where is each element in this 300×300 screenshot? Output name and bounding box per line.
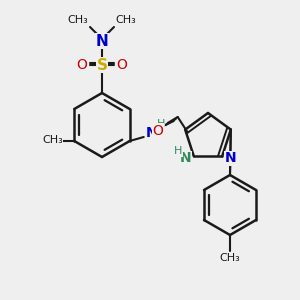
- Text: H: H: [157, 119, 165, 129]
- Text: N: N: [180, 152, 192, 165]
- Text: O: O: [76, 58, 87, 72]
- Text: O: O: [152, 124, 163, 138]
- Text: CH₃: CH₃: [68, 15, 88, 25]
- Text: N: N: [146, 126, 158, 140]
- Text: S: S: [97, 58, 107, 73]
- Text: CH₃: CH₃: [42, 135, 63, 145]
- Text: N: N: [224, 152, 236, 165]
- Text: O: O: [117, 58, 128, 72]
- Text: N: N: [96, 34, 108, 49]
- Text: CH₃: CH₃: [220, 253, 240, 263]
- Text: CH₃: CH₃: [116, 15, 136, 25]
- Text: H: H: [174, 146, 182, 156]
